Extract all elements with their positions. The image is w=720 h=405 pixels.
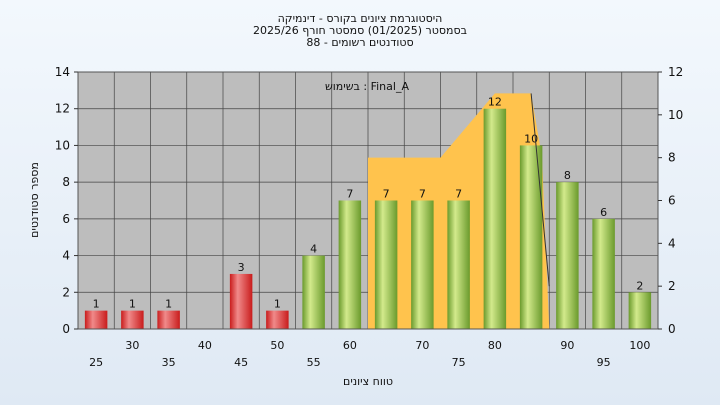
bar-label-25: 1 bbox=[93, 298, 100, 311]
y-left-tick-label: 14 bbox=[55, 65, 70, 79]
y-left-tick-label: 6 bbox=[62, 212, 70, 226]
x-tick-label-lower: 45 bbox=[234, 356, 248, 369]
y-left-tick-label: 0 bbox=[62, 322, 70, 336]
chart-title-line-3: סטודנטים רשומים - 88 bbox=[306, 36, 413, 49]
x-tick-label-upper: 70 bbox=[415, 339, 429, 352]
bar-label-80: 12 bbox=[488, 96, 502, 109]
bar-25 bbox=[84, 310, 108, 329]
y-axis-title: מספר סטודנטים bbox=[28, 162, 41, 238]
x-tick-label-lower: 35 bbox=[162, 356, 176, 369]
y-left-tick-label: 2 bbox=[62, 285, 70, 299]
y-left-tick-label: 12 bbox=[55, 102, 70, 116]
bar-60 bbox=[338, 200, 362, 329]
bar-label-100: 2 bbox=[636, 279, 643, 292]
y-right-tick-label: 0 bbox=[668, 322, 676, 336]
y-left-tick-label: 8 bbox=[62, 175, 70, 189]
bar-70 bbox=[411, 200, 434, 329]
bar-30 bbox=[121, 310, 144, 329]
bar-65 bbox=[374, 200, 398, 329]
y-right-tick-label: 8 bbox=[668, 151, 676, 165]
bar-100 bbox=[628, 292, 652, 329]
bar-label-55: 4 bbox=[310, 243, 317, 256]
bar-55 bbox=[302, 255, 325, 329]
bar-label-50: 1 bbox=[274, 298, 281, 311]
x-tick-label-upper: 50 bbox=[270, 339, 284, 352]
x-tick-label-upper: 60 bbox=[343, 339, 357, 352]
y-left-tick-label: 10 bbox=[55, 138, 70, 152]
x-axis-title: טווח ציונים bbox=[343, 375, 393, 388]
bar-label-70: 7 bbox=[419, 188, 426, 201]
x-tick-label-upper: 100 bbox=[629, 339, 650, 352]
trend-line bbox=[530, 93, 550, 287]
bar-label-90: 8 bbox=[564, 169, 571, 182]
bar-label-60: 7 bbox=[346, 188, 353, 201]
x-tick-label-upper: 40 bbox=[198, 339, 212, 352]
y-left-tick-label: 4 bbox=[62, 249, 70, 263]
bar-80 bbox=[483, 108, 507, 329]
x-tick-label-upper: 30 bbox=[125, 339, 139, 352]
bar-85 bbox=[519, 145, 543, 329]
x-tick-label-lower: 95 bbox=[597, 356, 611, 369]
bar-label-95: 6 bbox=[600, 206, 607, 219]
y-right-tick-label: 12 bbox=[668, 65, 683, 79]
x-tick-label-upper: 80 bbox=[488, 339, 502, 352]
y-right-tick-label: 10 bbox=[668, 108, 683, 122]
x-tick-label-upper: 90 bbox=[560, 339, 574, 352]
chart-title-line-2: בסמסטר (01/2025) סמסטר חורף 2025/26 bbox=[253, 24, 467, 37]
bar-label-30: 1 bbox=[129, 298, 136, 311]
chart-annotation: בשימוש : Final_A bbox=[325, 80, 409, 93]
bar-label-75: 7 bbox=[455, 188, 462, 201]
y-right-tick-label: 4 bbox=[668, 236, 676, 250]
bar-label-45: 3 bbox=[238, 261, 245, 274]
y-right-tick-label: 6 bbox=[668, 194, 676, 208]
bar-90 bbox=[556, 182, 579, 329]
x-tick-label-lower: 55 bbox=[307, 356, 321, 369]
bar-45 bbox=[229, 273, 253, 329]
trend-line-path bbox=[530, 93, 550, 287]
bar-95 bbox=[592, 218, 615, 329]
bar-50 bbox=[266, 310, 289, 329]
bar-35 bbox=[157, 310, 180, 329]
bar-label-35: 1 bbox=[165, 298, 172, 311]
x-tick-label-lower: 25 bbox=[89, 356, 103, 369]
bar-75 bbox=[447, 200, 470, 329]
y-right-tick-label: 2 bbox=[668, 279, 676, 293]
bar-label-65: 7 bbox=[383, 188, 390, 201]
x-tick-label-lower: 75 bbox=[452, 356, 466, 369]
chart-title-line-1: היסטוגרמת ציונים בקורס - דינמיקה bbox=[278, 12, 443, 25]
